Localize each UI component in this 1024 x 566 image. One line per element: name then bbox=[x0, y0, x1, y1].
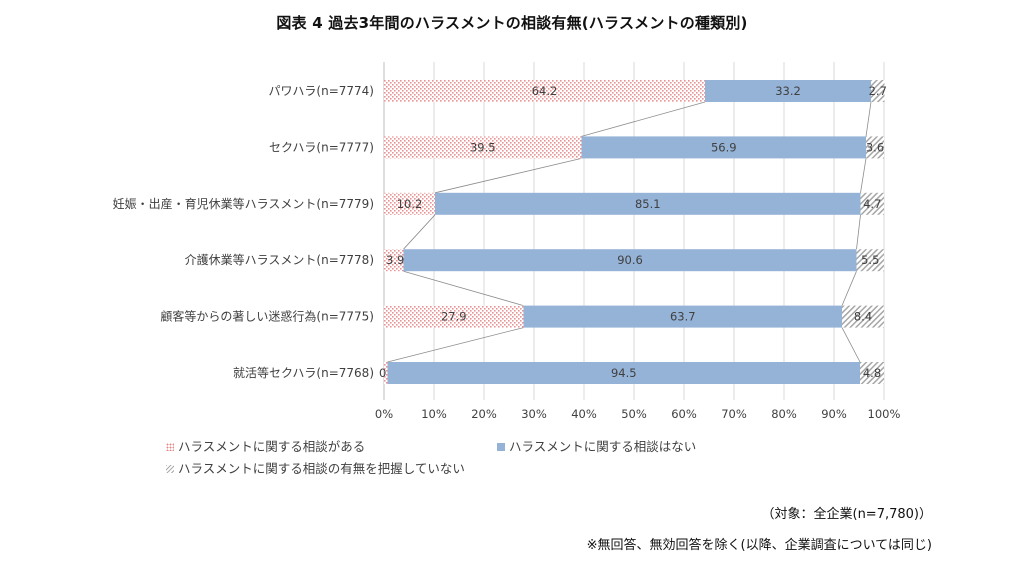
chart-title: 図表 4 過去3年間のハラスメントの相談有無(ハラスメントの種類別) bbox=[276, 14, 748, 32]
legend-label: ハラスメントに関する相談はない bbox=[509, 439, 697, 454]
bar-segment bbox=[435, 192, 861, 215]
series-line bbox=[387, 327, 524, 363]
bar-segment bbox=[384, 136, 582, 159]
bars: 64.2 33.2 2.7 39.5 56.9 3.6 10.2 85.1 4.7 3.9 90.6… bbox=[379, 80, 887, 384]
bar-segment bbox=[866, 136, 884, 159]
category-label: 顧客等からの著しい迷惑行為(n=7775) bbox=[160, 309, 374, 324]
bar-segment bbox=[384, 305, 524, 328]
data-label: 5.5 bbox=[861, 253, 879, 267]
category-label: 就活等セクハラ(n=7768) bbox=[233, 366, 374, 380]
legend-label: ハラスメントに関する相談の有無を把握していない bbox=[178, 461, 465, 476]
bar-segment bbox=[705, 80, 871, 102]
data-label: 63.7 bbox=[670, 310, 696, 324]
bar-segment bbox=[384, 80, 705, 102]
footnote: ※無回答、無効回答を除く(以降、企業調査については同じ) bbox=[586, 538, 932, 553]
data-label: 85.1 bbox=[635, 197, 661, 211]
bar-segment bbox=[842, 305, 884, 328]
x-tick-label: 70% bbox=[721, 407, 747, 421]
bar-segment bbox=[387, 362, 860, 384]
series-line bbox=[434, 158, 582, 194]
series-line bbox=[860, 158, 867, 193]
data-label: 39.5 bbox=[470, 140, 496, 154]
gridlines bbox=[383, 62, 885, 400]
legend-item-no: ハラスメントに関する相談はない bbox=[497, 436, 696, 455]
series-line bbox=[403, 214, 436, 250]
data-label: 33.2 bbox=[775, 84, 801, 98]
bar-segment bbox=[860, 362, 884, 384]
data-label: 8.4 bbox=[854, 310, 872, 324]
category-labels: パワハラ(n=7774) セクハラ(n=7777) 妊娠・出産・育児休業等ハラスメン… bbox=[113, 84, 374, 380]
series-line bbox=[856, 214, 861, 250]
data-label: 4.7 bbox=[863, 197, 881, 211]
x-tick-label: 50% bbox=[621, 407, 647, 421]
legend-swatch-dots-icon bbox=[166, 442, 174, 451]
data-label: 94.5 bbox=[611, 366, 637, 380]
series-line bbox=[865, 101, 872, 137]
x-tick-label: 40% bbox=[571, 407, 597, 421]
x-tick-label: 20% bbox=[471, 407, 497, 421]
bar-segment bbox=[581, 136, 866, 159]
x-tick-label: 100% bbox=[868, 407, 901, 421]
data-label: 3.9 bbox=[386, 253, 404, 267]
x-tick-label: 0% bbox=[375, 407, 393, 421]
category-label: 介護休業等ハラスメント(n=7778) bbox=[185, 252, 374, 267]
data-label: 10.2 bbox=[397, 197, 423, 211]
data-label: 27.9 bbox=[441, 310, 467, 324]
bar-segment bbox=[384, 362, 388, 384]
series-line bbox=[403, 270, 524, 306]
x-axis-ticks: 0% 10% 20% 30% 40% 50% 60% 70% 80% 90% 100% bbox=[375, 407, 901, 421]
series-line bbox=[581, 101, 706, 137]
x-tick-label: 60% bbox=[671, 407, 697, 421]
bar-segment bbox=[403, 249, 857, 272]
category-label: 妊娠・出産・育児休業等ハラスメント(n=7779) bbox=[113, 196, 374, 211]
data-label: 2.7 bbox=[869, 84, 887, 98]
category-label: セクハラ(n=7777) bbox=[269, 140, 374, 154]
bar-segment bbox=[384, 192, 435, 215]
data-label: 4.8 bbox=[863, 366, 881, 380]
x-tick-label: 90% bbox=[821, 407, 847, 421]
bar-segment bbox=[871, 80, 885, 102]
legend-item-yes: ハラスメントに関する相談がある bbox=[166, 436, 365, 455]
bar-segment bbox=[860, 192, 884, 215]
x-tick-label: 30% bbox=[521, 407, 547, 421]
legend-swatch-solid-icon bbox=[497, 442, 505, 451]
series-line bbox=[841, 271, 857, 306]
x-tick-label: 80% bbox=[771, 407, 797, 421]
legend-item-unknown: ハラスメントに関する相談の有無を把握していない bbox=[166, 458, 465, 477]
data-label: 90.6 bbox=[617, 253, 643, 267]
data-label: 64.2 bbox=[532, 84, 558, 98]
x-tick-label: 10% bbox=[421, 407, 447, 421]
bar-segment bbox=[856, 249, 884, 272]
data-label: 3.6 bbox=[866, 140, 884, 154]
series-lines bbox=[387, 101, 872, 363]
legend-swatch-hatch-icon bbox=[166, 464, 174, 473]
bar-segment bbox=[523, 305, 842, 328]
series-line bbox=[841, 327, 861, 363]
category-label: パワハラ(n=7774) bbox=[269, 84, 374, 98]
target-note: （対象：全企業(n=7,780)） bbox=[761, 507, 933, 522]
data-label: 56.9 bbox=[711, 140, 737, 154]
legend-label: ハラスメントに関する相談がある bbox=[178, 439, 366, 454]
bar-segment bbox=[384, 249, 404, 272]
